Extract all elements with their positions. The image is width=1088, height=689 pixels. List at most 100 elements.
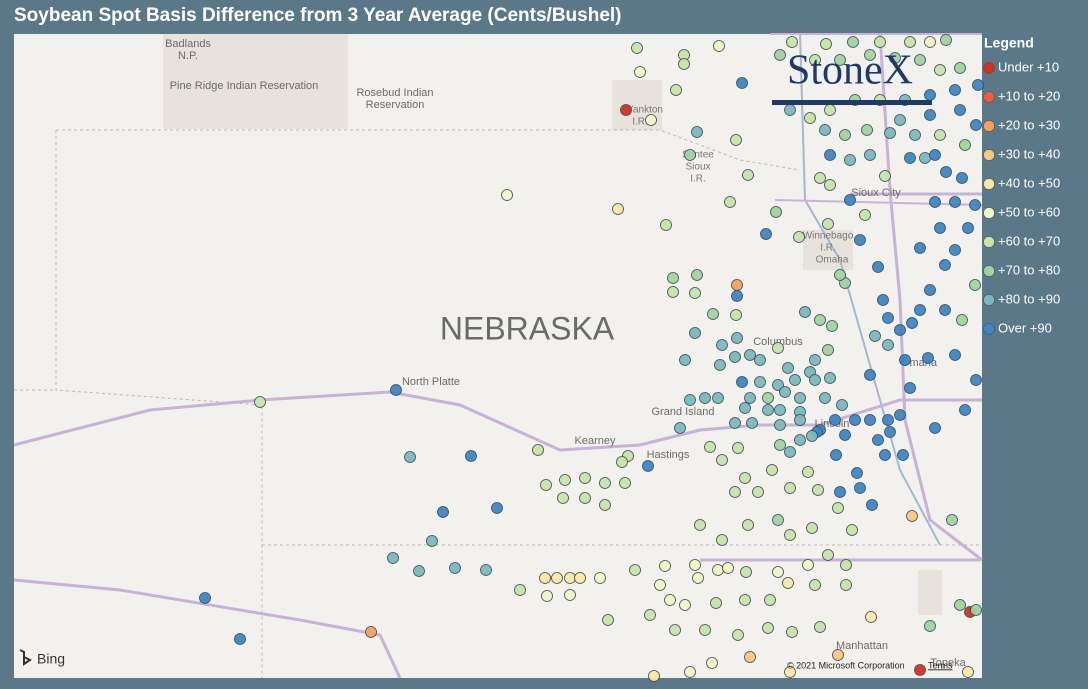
location-dot — [642, 460, 654, 472]
location-dot — [629, 564, 641, 576]
legend-label: +60 to +70 — [998, 233, 1060, 248]
location-dot — [387, 552, 399, 564]
location-dot — [732, 442, 744, 454]
location-dot — [834, 269, 846, 281]
location-dot — [616, 456, 628, 468]
location-dot — [782, 577, 794, 589]
location-dot — [866, 499, 878, 511]
location-dot — [789, 374, 801, 386]
location-dot — [836, 399, 848, 411]
legend-swatch — [983, 294, 995, 306]
location-dot — [674, 422, 686, 434]
location-dot — [822, 344, 834, 356]
legend-swatch — [983, 236, 995, 248]
place-label: Columbus — [753, 336, 803, 348]
location-dot — [724, 196, 736, 208]
location-dot — [949, 196, 961, 208]
location-dot — [714, 359, 726, 371]
location-dot — [899, 354, 911, 366]
location-dot — [699, 624, 711, 636]
legend-label: +10 to +20 — [998, 88, 1060, 103]
location-dot — [906, 510, 918, 522]
location-dot — [716, 534, 728, 546]
location-dot — [874, 36, 886, 48]
location-dot — [819, 392, 831, 404]
location-dot — [664, 594, 676, 606]
highway — [13, 192, 982, 679]
location-dot — [847, 36, 859, 48]
location-dot — [904, 36, 916, 48]
location-dot — [889, 52, 901, 64]
location-dot — [729, 351, 741, 363]
title: Soybean Spot Basis Difference from 3 Yea… — [14, 5, 622, 26]
location-dot — [739, 402, 751, 414]
location-dot — [678, 58, 690, 70]
legend: Under +10 +10 to +20 +20 to +30 +30 to +40 +… — [983, 59, 1060, 335]
location-dot — [877, 294, 889, 306]
location-dot — [684, 394, 696, 406]
location-dot — [824, 372, 836, 384]
logo-text: StoneX — [787, 48, 913, 94]
location-dot — [846, 524, 858, 536]
location-dot — [667, 272, 679, 284]
location-dot — [684, 149, 696, 161]
location-dot — [784, 482, 796, 494]
location-dot — [551, 572, 563, 584]
location-dot — [654, 579, 666, 591]
location-dot — [806, 430, 818, 442]
location-dot — [532, 444, 544, 456]
location-dot — [829, 414, 841, 426]
location-dot — [940, 34, 952, 46]
location-dot — [631, 42, 643, 54]
legend-swatch — [983, 91, 995, 103]
location-dot — [954, 599, 966, 611]
location-dot — [939, 259, 951, 271]
place-label: I.R. — [632, 117, 648, 128]
location-dot — [822, 218, 834, 230]
location-dot — [924, 284, 936, 296]
location-dot — [826, 320, 838, 332]
location-dot — [599, 499, 611, 511]
location-dot — [254, 396, 266, 408]
location-dot — [794, 434, 806, 446]
location-dot — [772, 566, 784, 578]
location-dot — [770, 206, 782, 218]
location-dot — [824, 104, 836, 116]
location-dot — [712, 564, 724, 576]
location-dot — [762, 392, 774, 404]
location-dot — [864, 369, 876, 381]
location-dot — [670, 84, 682, 96]
location-dot — [959, 404, 971, 416]
legend-label: +80 to +90 — [998, 291, 1060, 306]
location-dot — [648, 670, 660, 682]
location-dot — [774, 49, 786, 61]
location-dot — [557, 492, 569, 504]
place-label: Reservation — [366, 99, 425, 111]
place-label: Winnebago — [803, 231, 854, 242]
place-label: N.P. — [178, 50, 198, 62]
location-dot — [704, 441, 716, 453]
terms-link[interactable]: Terms — [928, 660, 953, 670]
location-dot — [882, 414, 894, 426]
location-dot — [859, 209, 871, 221]
place-label: Hastings — [647, 449, 690, 461]
location-dot — [716, 454, 728, 466]
state-label: NEBRASKA — [440, 310, 615, 346]
location-dot — [809, 579, 821, 591]
location-dot — [710, 597, 722, 609]
legend-swatch — [983, 62, 995, 74]
location-dot — [559, 474, 571, 486]
place-label: Manhattan — [836, 640, 888, 652]
location-dot — [882, 339, 894, 351]
location-dot — [914, 242, 926, 254]
location-dot — [602, 614, 614, 626]
location-dot — [564, 589, 576, 601]
location-dot — [740, 566, 752, 578]
location-dot — [692, 572, 704, 584]
map-background — [14, 34, 982, 678]
location-dot — [762, 404, 774, 416]
location-dot — [679, 354, 691, 366]
location-dot — [514, 584, 526, 596]
location-dot — [784, 446, 796, 458]
location-dot — [924, 36, 936, 48]
